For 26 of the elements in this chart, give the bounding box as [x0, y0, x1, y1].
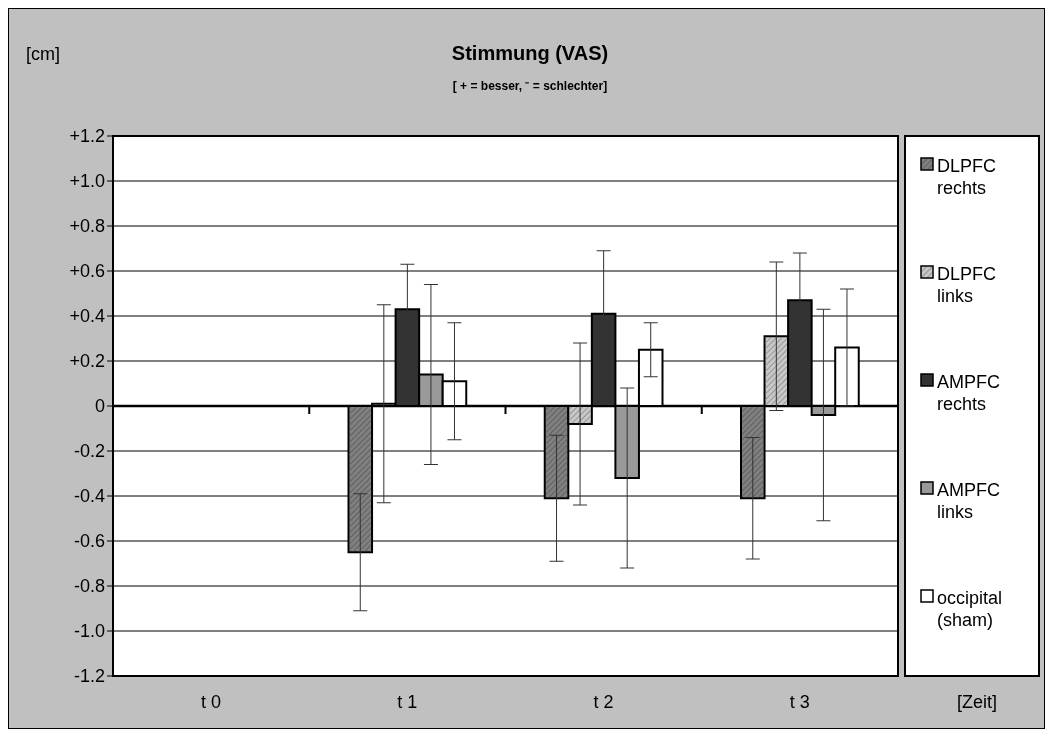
y-tick-label: -0.2: [73, 441, 105, 462]
x-tick-label: t 2: [593, 692, 614, 712]
y-tick-label: +0.2: [69, 351, 105, 372]
y-tick-label: -0.6: [73, 531, 105, 552]
y-tick-label: +0.6: [69, 261, 105, 282]
y-tick-label: +1.0: [69, 171, 105, 192]
x-tick-label: t 3: [789, 692, 810, 712]
y-tick-label: 0: [94, 396, 105, 417]
y-tick-label: -0.4: [73, 486, 105, 507]
x-axis-title: [Zeit]: [956, 692, 998, 712]
legend-label: AMPFC links: [937, 480, 1000, 522]
chart-subtitle: [ + = besser, ⁻ = schlechter]: [452, 79, 608, 93]
x-tick-label: t 0: [201, 692, 222, 712]
y-tick-label: -0.8: [73, 576, 105, 597]
x-tick-label: t 1: [397, 692, 418, 712]
y-axis-title: [cm]: [26, 44, 60, 64]
legend-label: occipital (sham): [937, 588, 1003, 630]
y-tick-label: +1.2: [69, 126, 105, 147]
legend-label: DLPFC links: [937, 264, 997, 306]
y-tick-label: +0.4: [69, 306, 105, 327]
y-tick-label: -1.0: [73, 621, 105, 642]
y-tick-label: -1.2: [73, 666, 105, 687]
chart-title: Stimmung (VAS): [451, 42, 609, 64]
legend-label: DLPFC rechts: [937, 156, 997, 198]
y-tick-label: +0.8: [69, 216, 105, 237]
legend-label: AMPFC rechts: [937, 372, 1000, 414]
